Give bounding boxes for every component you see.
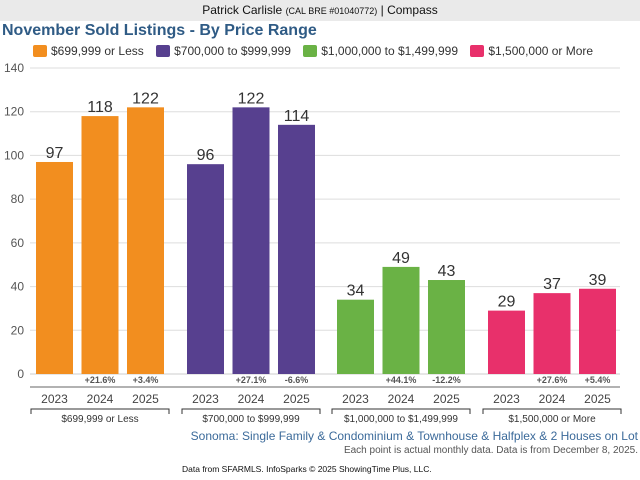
data-label: 34	[347, 283, 365, 300]
data-label: 97	[46, 145, 64, 162]
change-label: +5.4%	[585, 375, 611, 385]
agent-license: (CAL BRE #01040772)	[285, 6, 378, 16]
chart-title: November Sold Listings - By Price Range	[2, 22, 317, 39]
change-label: +27.6%	[537, 375, 568, 385]
x-tick-label: 2023	[41, 392, 68, 406]
group-label: $1,500,000 or More	[508, 414, 596, 425]
data-label: 29	[498, 294, 516, 311]
group-label: $1,000,000 to $1,499,999	[344, 414, 458, 425]
y-tick-label: 140	[4, 61, 24, 75]
chart-legend: $699,999 or Less $700,000 to $999,999 $1…	[33, 44, 602, 58]
bar	[278, 124, 315, 374]
change-label: +27.1%	[236, 375, 267, 385]
legend-item[interactable]: $1,000,000 to $1,499,999	[303, 44, 458, 58]
x-tick-label: 2023	[493, 392, 520, 406]
y-tick-label: 0	[17, 367, 24, 381]
group-bracket	[331, 408, 471, 414]
data-label: 96	[197, 147, 215, 164]
change-label: -6.6%	[285, 375, 309, 385]
bar	[127, 107, 164, 374]
data-label: 43	[438, 263, 456, 280]
x-tick-label: 2025	[132, 392, 159, 406]
legend-item[interactable]: $1,500,000 or More	[470, 44, 593, 58]
agent-name: Patrick Carlisle	[202, 3, 283, 17]
y-tick-label: 60	[11, 236, 25, 250]
legend-item[interactable]: $700,000 to $999,999	[156, 44, 291, 58]
legend-swatch	[303, 45, 318, 57]
bar	[81, 116, 119, 374]
bar	[579, 288, 616, 374]
legend-item[interactable]: $699,999 or Less	[33, 44, 144, 58]
bar	[36, 161, 73, 374]
data-label: 37	[543, 276, 561, 293]
data-label: 122	[238, 90, 265, 107]
group-bracket	[30, 408, 170, 414]
y-tick-label: 20	[11, 323, 25, 337]
brokerage-name: | Compass	[380, 3, 438, 17]
data-label: 114	[284, 108, 310, 125]
legend-swatch	[33, 45, 47, 57]
x-tick-label: 2025	[584, 392, 611, 406]
change-label: +3.4%	[133, 375, 159, 385]
change-label: +44.1%	[386, 375, 417, 385]
group-label: $700,000 to $999,999	[202, 414, 300, 425]
bar	[428, 280, 465, 374]
change-label: -12.2%	[432, 375, 461, 385]
data-label: 122	[132, 90, 159, 107]
legend-label: $700,000 to $999,999	[174, 44, 291, 58]
group-bracket	[482, 408, 622, 414]
y-tick-label: 40	[11, 280, 25, 294]
data-label: 118	[87, 99, 113, 116]
group-bracket	[181, 408, 321, 414]
x-tick-label: 2025	[283, 392, 310, 406]
bar	[232, 107, 270, 374]
bar	[533, 293, 571, 374]
y-tick-label: 120	[4, 105, 24, 119]
x-tick-label: 2024	[238, 392, 265, 406]
legend-swatch	[156, 45, 171, 57]
legend-label: $1,500,000 or More	[488, 44, 594, 58]
bar	[488, 310, 525, 374]
data-note: Each point is actual monthly data. Data …	[343, 445, 638, 456]
chart-subtitle: Sonoma: Single Family & Condominium & To…	[190, 429, 638, 443]
data-label: 49	[392, 250, 410, 267]
x-tick-label: 2023	[192, 392, 219, 406]
x-tick-label: 2024	[388, 392, 415, 406]
legend-label: $1,000,000 to $1,499,999	[321, 44, 459, 58]
legend-swatch	[470, 45, 485, 57]
data-credit: Data from SFARMLS. InfoSparks © 2025 Sho…	[182, 464, 432, 474]
x-tick-label: 2024	[539, 392, 566, 406]
bar	[382, 266, 420, 374]
y-tick-label: 80	[11, 192, 25, 206]
legend-label: $699,999 or Less	[51, 44, 144, 58]
bar-chart: 0 20 40 60 80 100 120 140 97 2023 118 +21.6% 2024 122…	[4, 61, 622, 425]
agent-header-bar: Patrick Carlisle (CAL BRE #01040772) | C…	[0, 0, 640, 21]
group-label: $699,999 or Less	[61, 414, 138, 425]
x-tick-label: 2025	[433, 392, 460, 406]
x-tick-label: 2023	[342, 392, 369, 406]
bar	[337, 299, 374, 374]
x-tick-label: 2024	[87, 392, 114, 406]
y-tick-label: 100	[4, 148, 24, 162]
bar	[187, 164, 224, 374]
data-label: 39	[589, 272, 607, 289]
change-label: +21.6%	[85, 375, 116, 385]
